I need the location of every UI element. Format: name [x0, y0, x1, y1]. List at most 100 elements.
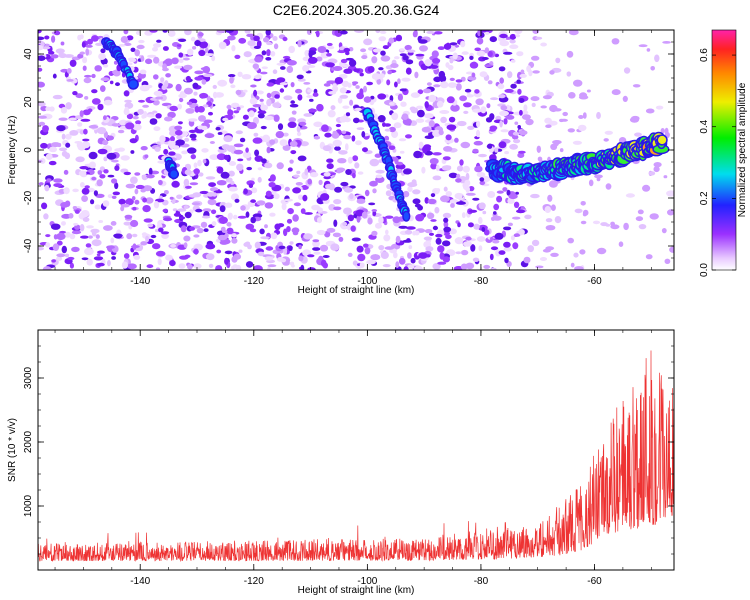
spectrogram-cell — [38, 44, 44, 51]
spectrogram-cell — [328, 91, 337, 95]
spectrogram-cell — [426, 212, 435, 219]
spectrogram-cell — [79, 51, 86, 55]
spectrogram-cell — [472, 257, 480, 262]
spectrogram-cell — [198, 32, 204, 37]
spectrogram-y-tick-label: 40 — [23, 48, 34, 60]
spectrogram-cell — [425, 246, 434, 252]
spectrogram-cell — [326, 227, 336, 233]
spectrogram-cell — [193, 263, 202, 269]
spectrogram-cell — [197, 106, 205, 113]
spectrogram-cell — [326, 163, 334, 170]
spectrogram-cell — [547, 194, 553, 202]
spectrogram-cell — [375, 222, 382, 229]
spectrogram-cell — [85, 44, 93, 48]
spectrogram-cell — [347, 156, 353, 164]
spectrogram-cell — [98, 53, 106, 60]
spectrogram-cell — [437, 46, 445, 50]
spectrogram-cell — [424, 229, 433, 234]
spectrogram-cell — [545, 218, 553, 223]
spectrogram-cell — [519, 109, 523, 116]
spectrogram-cell — [298, 194, 304, 200]
spectrogram-cells — [38, 30, 674, 270]
spectrogram-cell — [356, 127, 365, 130]
spectrogram-cell — [243, 89, 248, 93]
spectrogram-cell — [354, 107, 362, 112]
spectrogram-cell — [178, 58, 184, 64]
spectrogram-cell — [509, 33, 517, 40]
spectrogram-cell — [317, 46, 327, 53]
spectrogram-cell — [278, 245, 286, 250]
spectrogram-cell — [414, 71, 419, 79]
spectrogram-cell — [149, 30, 158, 33]
spectrogram-cell — [279, 88, 285, 93]
spectrogram-cell — [206, 192, 215, 197]
colorbar-tick-label: 0.0 — [699, 263, 710, 277]
spectrogram-cell — [132, 233, 138, 238]
spectrogram-cell — [423, 236, 433, 241]
spectrogram-cell — [175, 83, 182, 92]
spectrogram-cell — [560, 118, 568, 122]
spectrogram-cell — [142, 197, 148, 203]
spectrogram-cell — [252, 63, 259, 69]
spectrogram-cell — [536, 145, 541, 153]
spectrogram-cell — [304, 168, 309, 176]
spectrogram-cell — [283, 247, 288, 255]
spectrogram-cell — [437, 245, 445, 253]
spectrogram-cell — [134, 188, 139, 195]
spectrogram-cell — [474, 89, 480, 94]
spectrogram-cell — [135, 184, 145, 190]
spectrogram-cell — [605, 223, 611, 227]
spectrogram-cell — [80, 118, 91, 122]
spectrogram-cell — [486, 103, 491, 109]
spectrogram-cell — [567, 128, 575, 133]
spectrogram-cell — [54, 30, 61, 36]
spectrogram-cell — [403, 169, 412, 175]
spectrogram-cell — [111, 195, 117, 199]
spectrogram-cell — [185, 108, 195, 114]
spectrogram-cell — [662, 41, 671, 44]
spectrogram-cell — [434, 206, 440, 214]
spectrogram-cell — [71, 230, 82, 235]
spectrogram-cell — [397, 78, 401, 85]
spectrogram-cell — [325, 62, 335, 68]
spectrogram-cell — [567, 237, 574, 244]
spectrogram-cell — [371, 209, 378, 212]
spectrogram-cell — [293, 202, 301, 207]
spectrogram-cell — [68, 213, 74, 219]
spectrogram-cell — [255, 90, 264, 95]
spectrogram-cell — [193, 168, 200, 175]
spectrogram-cell — [66, 79, 74, 82]
spectrogram-cell — [445, 191, 452, 197]
spectrogram-cell — [169, 260, 176, 267]
spectrogram-cell — [413, 150, 422, 159]
spectrogram-cell — [326, 158, 334, 163]
spectrogram-cell — [165, 73, 172, 78]
spectrogram-cell — [109, 80, 114, 85]
spectrogram-cell — [296, 170, 301, 175]
spectrogram-cell — [162, 30, 168, 33]
spectrogram-cell — [91, 98, 101, 105]
spectrogram-cell — [376, 78, 382, 85]
spectrogram-cell — [248, 110, 255, 118]
spectrogram-cell — [438, 70, 446, 79]
spectrogram-cell — [259, 98, 264, 102]
spectrogram-cell — [191, 137, 197, 141]
spectrogram-cell — [504, 88, 514, 93]
spectrogram-cell — [638, 44, 648, 48]
spectrogram-cell — [115, 82, 120, 87]
spectrogram-cell — [498, 94, 506, 99]
spectrogram-cell — [156, 39, 162, 43]
spectrogram-cell — [370, 254, 381, 261]
spectrogram-cell — [77, 34, 82, 41]
spectrogram-cell — [401, 113, 409, 120]
spectrogram-cell — [650, 66, 655, 71]
spectrogram-cell — [307, 89, 313, 93]
spectrogram-cell — [287, 208, 294, 215]
spectrogram-cell — [202, 158, 207, 164]
spectrogram-cell — [416, 105, 424, 110]
spectrogram-cell — [79, 129, 85, 135]
spectrogram-cell — [132, 123, 142, 131]
spectrogram-cell — [542, 248, 551, 253]
spectrogram-cell — [429, 158, 439, 165]
spectrogram-cell — [475, 129, 481, 138]
